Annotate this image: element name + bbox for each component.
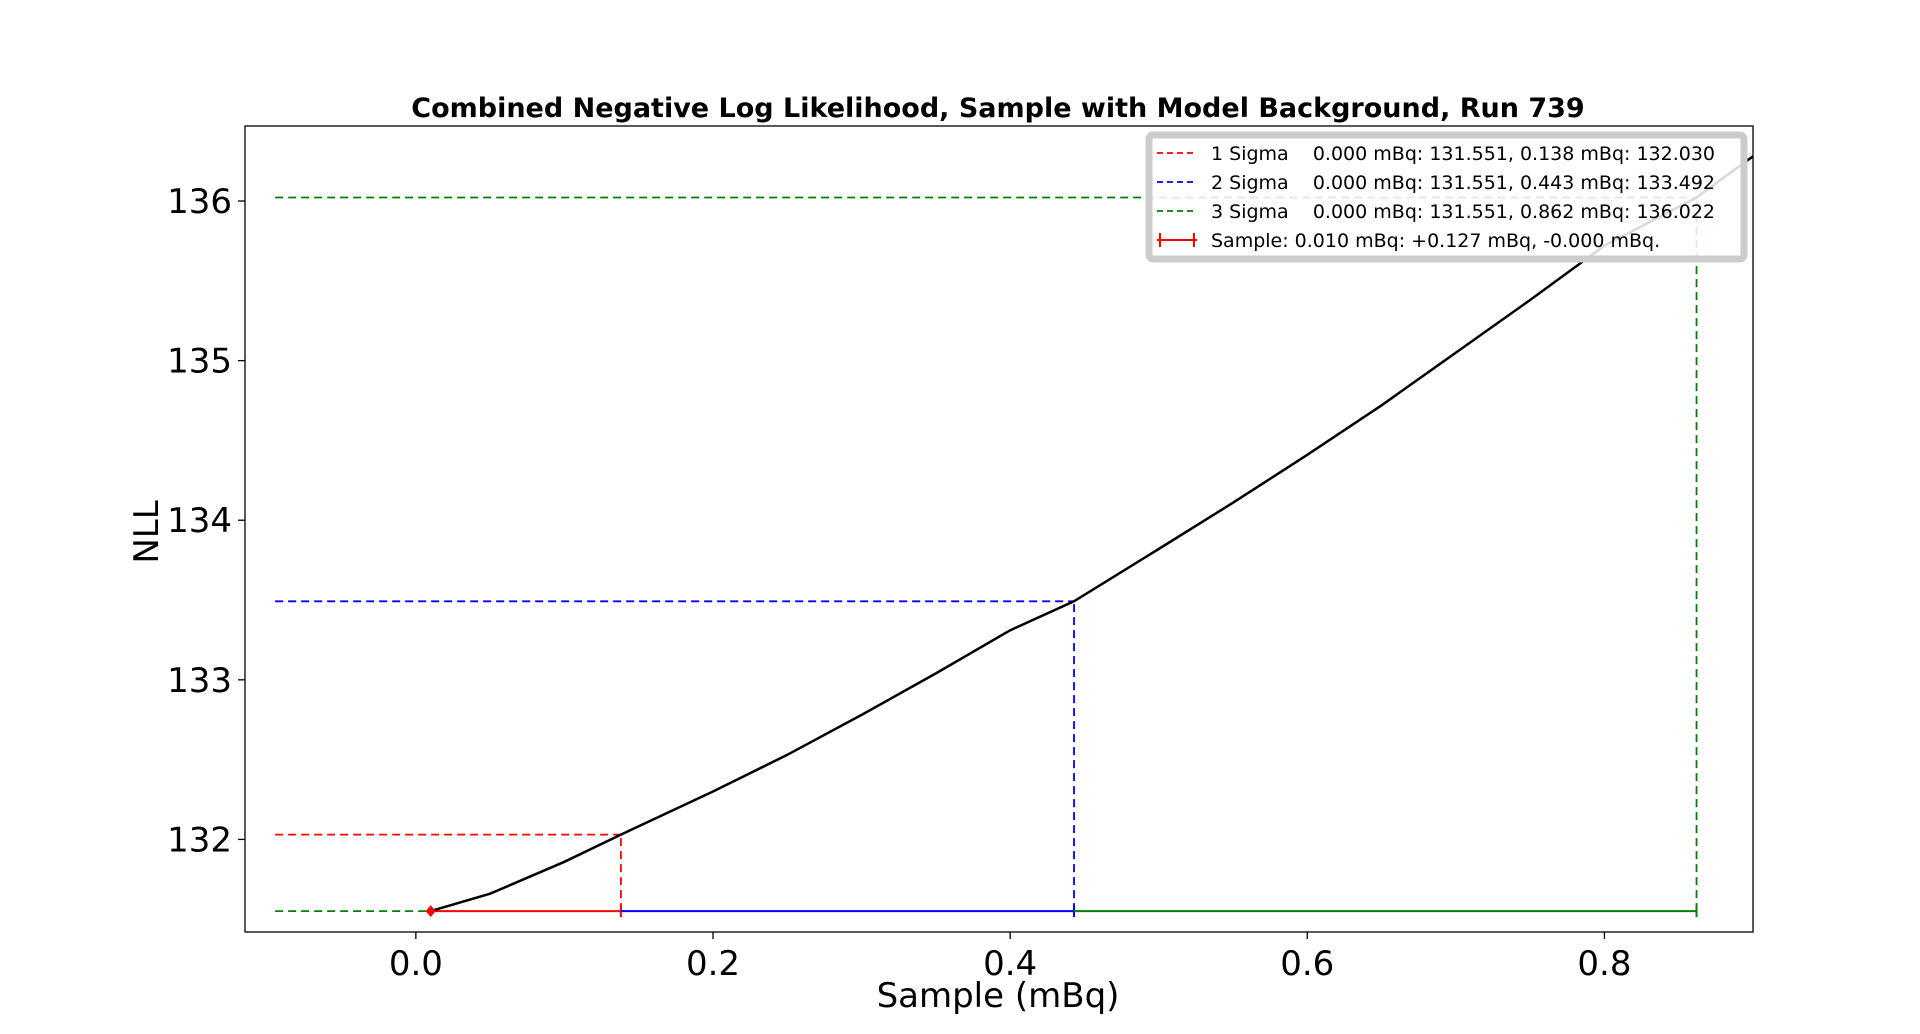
legend-box bbox=[1145, 131, 1748, 263]
nll-curve bbox=[430, 155, 1753, 913]
x-tick-label: 0.6 bbox=[1280, 944, 1334, 984]
legend: 1 Sigma 0.000 mBq: 131.551, 0.138 mBq: 1… bbox=[1145, 131, 1748, 263]
x-tick-label: 0.0 bbox=[389, 944, 443, 984]
x-tick-label: 0.4 bbox=[983, 944, 1037, 984]
x-tick-label: 0.2 bbox=[686, 944, 740, 984]
chart-title: Combined Negative Log Likelihood, Sample… bbox=[411, 93, 1584, 124]
legend-label-sample: Sample: 0.010 mBq: +0.127 mBq, -0.000 mB… bbox=[1211, 230, 1660, 252]
axes-frame bbox=[244, 125, 1754, 933]
legend-label-sigma-1: 1 Sigma 0.000 mBq: 131.551, 0.138 mBq: 1… bbox=[1211, 143, 1715, 165]
y-axis-label: NLL bbox=[127, 500, 167, 563]
axis-ticks: 0.0 0.2 0.4 0.6 0.8 132 133 134 135 136 bbox=[167, 182, 1631, 984]
legend-label-sigma-2: 2 Sigma 0.000 mBq: 131.551, 0.443 mBq: 1… bbox=[1211, 172, 1715, 194]
plot-area bbox=[275, 155, 1753, 918]
x-axis-label: Sample (mBq) bbox=[877, 976, 1120, 1016]
plot-series bbox=[275, 155, 1753, 918]
y-tick-label: 136 bbox=[167, 182, 232, 222]
y-tick-label: 134 bbox=[167, 501, 232, 541]
minimum-marker bbox=[425, 905, 436, 918]
y-tick-label: 135 bbox=[167, 342, 232, 382]
x-tick-label: 0.8 bbox=[1577, 944, 1631, 984]
legend-label-sigma-3: 3 Sigma 0.000 mBq: 131.551, 0.862 mBq: 1… bbox=[1211, 201, 1715, 223]
y-tick-label: 132 bbox=[167, 820, 232, 860]
y-tick-label: 133 bbox=[167, 661, 232, 701]
